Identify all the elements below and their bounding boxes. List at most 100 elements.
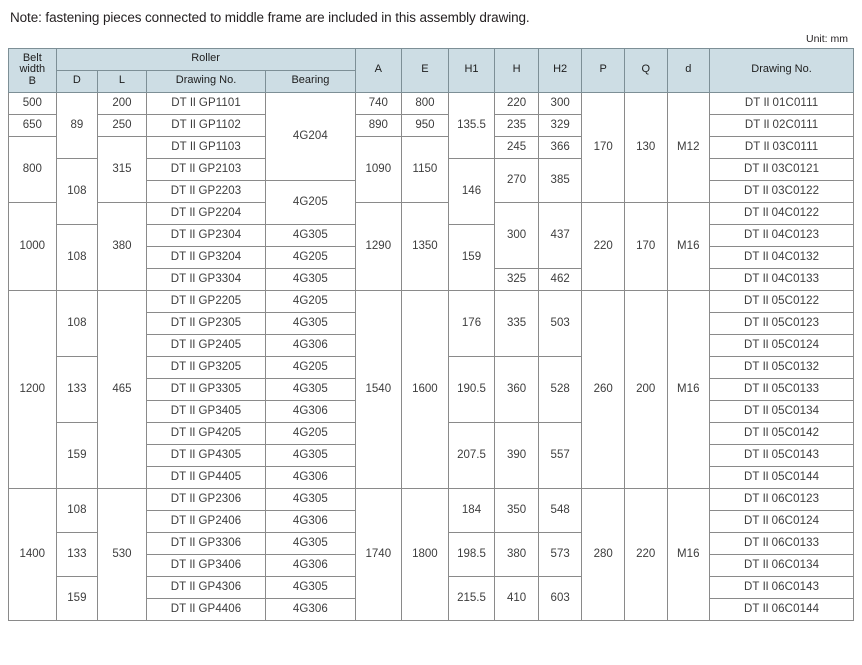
- cell-roller-drawing-no: DT II GP2406: [145, 509, 267, 533]
- cell-roller-drawing-no: DT II GP4306: [145, 575, 267, 599]
- header-roller-group: Roller: [55, 47, 356, 71]
- cell-roller-drawing-no: DT II GP2304: [145, 223, 267, 247]
- cell-dim-e: 1150: [401, 135, 449, 203]
- cell-dim-d: M16: [666, 201, 711, 291]
- cell-dim-e: 800: [401, 91, 449, 115]
- cell-roller-l: 250: [97, 113, 147, 137]
- cell-roller-drawing-no: DT II GP3306: [145, 531, 267, 555]
- table-row: 133 DT II GP3306 4G305 198.5 380 573 DT II 06C…: [9, 531, 854, 577]
- cell-dim-p: 220: [581, 201, 625, 291]
- cell-roller-l: 315: [97, 135, 147, 203]
- cell-assembly-drawing-no: DT II 04C0122: [709, 201, 854, 225]
- cell-roller-drawing-no: DT II GP3406: [145, 553, 267, 577]
- table-row: 1200 108 465 DT II GP2205 4G205 1540 1600 176 33…: [8, 289, 854, 489]
- cell-dim-h1: 198.5: [447, 531, 496, 577]
- cell-roller-drawing-no: DT II GP2203: [145, 179, 267, 203]
- cell-dim-a: 1540: [354, 289, 403, 489]
- cell-dim-h2: 300: [537, 91, 583, 115]
- cell-assembly-drawing-no: DT II 04C0133: [709, 267, 854, 291]
- table-body: 500 89 200 DT II GP1101 4G204 740 800 135.5 220 3…: [8, 91, 854, 621]
- cell-dim-h1: 176: [447, 289, 496, 357]
- table-row: 1400 108 530 DT II GP2306 4G305 1740 1800 184 35…: [8, 487, 854, 621]
- unit-label: Unit: mm: [806, 32, 848, 45]
- cell-dim-h2: 329: [537, 113, 583, 137]
- cell-dim-h2: 462: [537, 267, 583, 291]
- cell-dim-h2: 573: [537, 531, 583, 577]
- cell-assembly-drawing-no: DT II 06C0134: [709, 553, 854, 577]
- belt-width-line-2: width: [19, 63, 46, 76]
- cell-dim-q: 170: [623, 201, 668, 291]
- table-row: DT II GP2406 4G306 DT II 06C0124: [9, 509, 854, 533]
- header-roller-drawing-no: Drawing No.: [145, 69, 267, 93]
- cell-assembly-drawing-no: DT II 03C0122: [709, 179, 854, 203]
- cell-assembly-drawing-no: DT II 06C0123: [709, 487, 854, 511]
- cell-belt-width: 650: [8, 113, 57, 137]
- cell-dim-h: 235: [494, 113, 539, 137]
- header-belt-width: Belt width B: [8, 47, 57, 93]
- cell-roller-d: 133: [55, 531, 99, 577]
- cell-roller-bearing: 4G305: [265, 223, 356, 247]
- cell-belt-width: 1400: [8, 487, 57, 621]
- cell-assembly-drawing-no: DT II 06C0144: [709, 597, 854, 621]
- table-row: 108 DT II GP2103 146 270 385 DT II 03C0121: [9, 157, 854, 225]
- cell-dim-h2: 437: [537, 201, 583, 269]
- header-roller-bearing: Bearing: [265, 69, 356, 93]
- cell-roller-bearing: 4G306: [265, 333, 356, 357]
- cell-roller-bearing: 4G205: [265, 289, 356, 313]
- cell-dim-h1: 159: [447, 223, 496, 291]
- header-d-small: d: [666, 47, 711, 93]
- header-h2: H2: [537, 47, 583, 93]
- cell-dim-h1: 190.5: [447, 355, 496, 423]
- cell-belt-width: 1000: [8, 201, 57, 291]
- header-a: A: [354, 47, 403, 93]
- table-row: DT II GP2203 4G205 DT II 03C0122: [9, 179, 854, 225]
- table-row: DT II GP3204 4G205 DT II 04C0132: [9, 245, 854, 269]
- cell-dim-e: 1600: [401, 289, 449, 489]
- cell-roller-d: 159: [55, 421, 99, 489]
- cell-dim-h1: 146: [447, 157, 496, 225]
- cell-roller-bearing: 4G204: [265, 91, 356, 181]
- cell-roller-drawing-no: DT II GP2306: [145, 487, 267, 511]
- header-e: E: [401, 47, 449, 93]
- cell-roller-l: 200: [97, 91, 147, 115]
- table-row: DT II GP3405 4G306 DT II 05C0134: [9, 399, 854, 423]
- cell-dim-h: 360: [494, 355, 539, 423]
- header-roller-l: L: [97, 69, 147, 93]
- cell-dim-h: 325: [494, 267, 539, 291]
- cell-roller-drawing-no: DT II GP4405: [145, 465, 267, 489]
- cell-assembly-drawing-no: DT II 06C0143: [709, 575, 854, 599]
- header-roller-d: D: [55, 69, 99, 93]
- cell-roller-l: 380: [97, 201, 147, 291]
- cell-assembly-drawing-no: DT II 05C0123: [709, 311, 854, 335]
- cell-belt-width: 500: [8, 91, 57, 115]
- table-row: 500 89 200 DT II GP1101 4G204 740 800 135.5 220 3…: [8, 91, 854, 203]
- cell-dim-h: 350: [494, 487, 539, 533]
- cell-dim-h: 300: [494, 201, 539, 269]
- cell-roller-bearing: 4G305: [265, 575, 356, 599]
- cell-roller-drawing-no: DT II GP3205: [145, 355, 267, 379]
- header-drawing-no: Drawing No.: [709, 47, 854, 93]
- cell-roller-drawing-no: DT II GP2405: [145, 333, 267, 357]
- cell-roller-l: 530: [97, 487, 147, 621]
- cell-roller-drawing-no: DT II GP3405: [145, 399, 267, 423]
- table-header: Belt width B Roller A E H1 H H2 P Q d Draw…: [8, 47, 854, 93]
- cell-dim-h2: 385: [537, 157, 583, 203]
- cell-dim-h1: 207.5: [447, 421, 496, 489]
- cell-assembly-drawing-no: DT II 04C0123: [709, 223, 854, 247]
- cell-roller-drawing-no: DT II GP2204: [145, 201, 267, 225]
- cell-dim-h: 390: [494, 421, 539, 489]
- cell-roller-drawing-no: DT II GP4205: [145, 421, 267, 445]
- cell-dim-q: 200: [623, 289, 668, 489]
- cell-dim-e: 1800: [401, 487, 449, 621]
- cell-roller-bearing: 4G306: [265, 597, 356, 621]
- cell-dim-e: 1350: [401, 201, 449, 291]
- cell-roller-bearing: 4G306: [265, 465, 356, 489]
- cell-assembly-drawing-no: DT II 03C0111: [709, 135, 854, 159]
- cell-roller-bearing: 4G306: [265, 509, 356, 533]
- cell-roller-d: 89: [55, 91, 99, 159]
- cell-dim-h2: 366: [537, 135, 583, 159]
- table-row: DT II GP3304 4G305 325 462 DT II 04C0133: [9, 267, 854, 291]
- cell-dim-d: M12: [666, 91, 711, 203]
- table-row: 1000 380 DT II GP2204 1290 1350 300 437 220 170 M…: [8, 201, 854, 291]
- cell-roller-bearing: 4G205: [265, 421, 356, 445]
